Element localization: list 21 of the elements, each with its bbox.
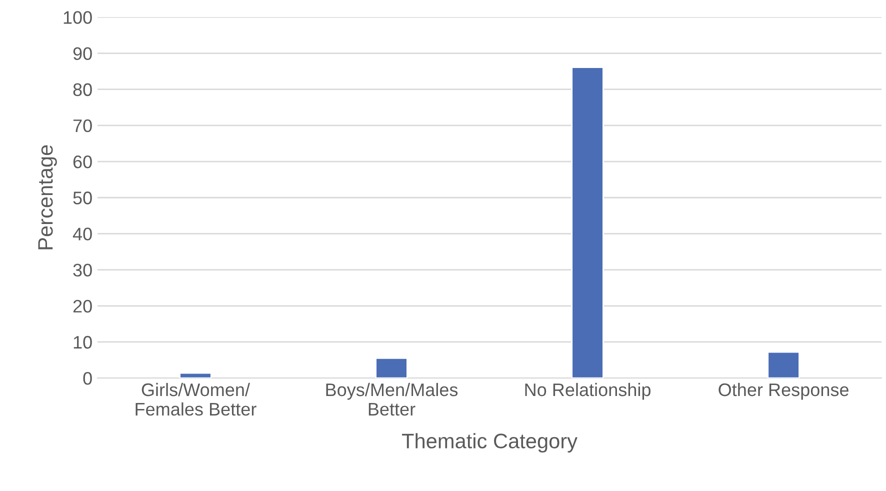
y-tick-label: 80: [73, 83, 92, 96]
y-axis-title: Percentage: [38, 145, 57, 250]
y-tick-label: 70: [73, 119, 92, 132]
x-tick-label: Other Response: [718, 382, 848, 400]
y-tick-label: 20: [73, 300, 92, 313]
x-tick-label: Girls/Women/ Females Better: [136, 382, 256, 416]
x-tick-label: No Relationship: [525, 382, 651, 400]
y-tick-label: 90: [73, 47, 92, 60]
y-tick-label: 10: [74, 336, 92, 349]
bar: [571, 66, 604, 378]
y-tick-label: 100: [64, 11, 92, 24]
bar: [767, 351, 800, 378]
bar: [375, 358, 408, 378]
y-tick-label: 30: [73, 264, 92, 277]
y-tick-label: 0: [83, 372, 92, 385]
y-tick-label: 40: [72, 228, 92, 240]
y-tick-label: 50: [73, 192, 92, 204]
x-tick-label: Boys/Men/Males Better: [326, 382, 458, 416]
bar: [179, 372, 212, 378]
y-tick-label: 60: [73, 155, 92, 168]
x-axis-title: Thematic Category: [402, 433, 578, 453]
